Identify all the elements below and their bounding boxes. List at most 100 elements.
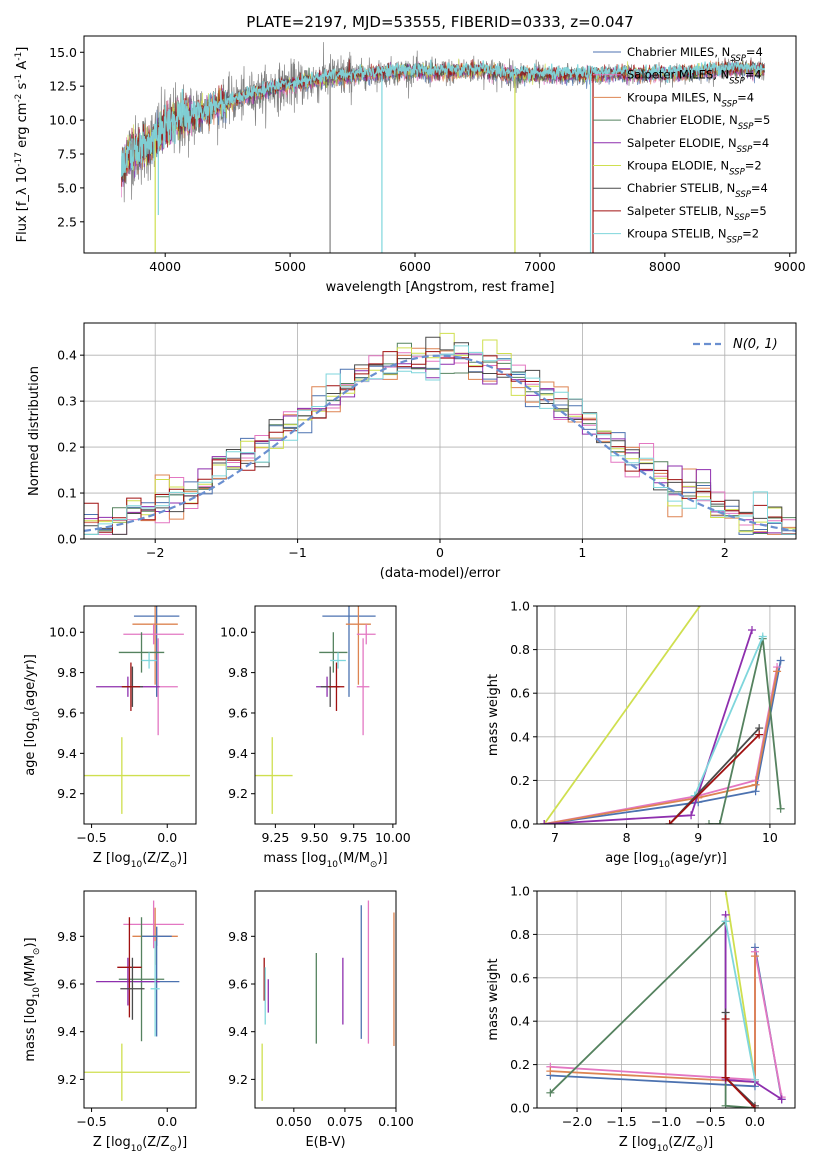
x-tick-label: 9.25 [261, 830, 289, 845]
y-tick-label: 10.0 [49, 625, 77, 640]
error-bars [261, 900, 395, 1101]
y-axis-label: mass weight [486, 674, 501, 756]
x-tick-label: 8000 [649, 259, 681, 274]
y-tick-label: 0.0 [510, 817, 530, 832]
x-tick-label: −0.5 [695, 1114, 725, 1129]
legend-entry: Chabrier STELIB, NSSP=4 [627, 181, 768, 200]
legend-entry: Kroupa STELIB, NSSP=2 [627, 227, 759, 246]
x-axis-label: (data-model)/error [380, 566, 501, 581]
plus-marker [721, 1015, 730, 1024]
weight-series [709, 637, 782, 824]
x-axis-label: mass [log10(M/M⊙)] [263, 851, 387, 870]
x-tick-label: 9 [694, 830, 702, 845]
mass-vs-extinction-panel: 0.050 0.075 0.100 9.2 9.4 9.6 9.8 E(B-V) [228, 890, 414, 1150]
x-axis-label: Z [log10(Z/Z⊙)] [93, 1135, 187, 1154]
x-tick-label: 0.0 [157, 1114, 177, 1129]
y-tick-label: 10.0 [220, 625, 248, 640]
y-tick-label: 2.5 [57, 214, 77, 229]
x-tick-label: 2 [721, 545, 729, 560]
model-spectrum [120, 59, 766, 177]
plus-marker [687, 811, 696, 820]
plus-marker [721, 1101, 730, 1108]
y-tick-label: 1.0 [510, 884, 530, 899]
axes-frame [83, 35, 797, 254]
histogram-steps [84, 332, 796, 535]
y-tick-label: 9.8 [228, 665, 248, 680]
error-bars [255, 606, 376, 814]
weight-series [544, 671, 778, 824]
legend-entry: N(0, 1) [733, 337, 778, 352]
y-tick-label: 9.4 [57, 746, 77, 761]
x-tick-label: 0.075 [327, 1114, 363, 1129]
y-tick-label: 9.4 [228, 1024, 248, 1039]
weight-series [724, 914, 783, 1101]
y-tick-label: 0.8 [510, 927, 530, 942]
legend-entry: Salpeter ELODIE, NSSP=4 [627, 136, 769, 155]
legend-entry: Chabrier ELODIE, NSSP=5 [627, 113, 770, 132]
y-tick-label: 15.0 [49, 45, 77, 60]
legend-entry: Salpeter STELIB, NSSP=5 [627, 204, 767, 223]
plus-marker [777, 1095, 786, 1104]
weight-vs-age-panel: 7 8 9 10 0.0 0.2 0.4 0.6 0.8 1.0 age [log10(age/yr… [486, 569, 796, 870]
x-tick-label: 9000 [774, 259, 806, 274]
x-axis-label: E(B-V) [305, 1135, 345, 1150]
y-axis-label: mass weight [486, 958, 501, 1040]
axes-frame [536, 605, 796, 825]
y-tick-label: 9.2 [228, 1072, 248, 1087]
plus-marker [750, 1104, 759, 1108]
y-tick-label: 0.1 [57, 486, 77, 501]
plus-marker [750, 1075, 759, 1084]
y-tick-label: 0.8 [510, 642, 530, 657]
x-tick-label: −1.5 [606, 1114, 636, 1129]
y-tick-label: 9.2 [228, 786, 248, 801]
x-tick-label: 0.0 [745, 1114, 765, 1129]
plus-marker [748, 625, 756, 634]
y-tick-label: 0.4 [510, 1014, 530, 1029]
y-tick-label: 9.8 [57, 929, 77, 944]
x-tick-label: 7 [551, 830, 559, 845]
error-bars [84, 900, 190, 1101]
y-tick-label: 0.0 [57, 532, 77, 547]
y-tick-label: 10.0 [49, 113, 77, 128]
y-tick-label: 9.8 [228, 929, 248, 944]
y-axis-label: mass [log10(M/M⊙)] [23, 937, 42, 1061]
y-tick-label: 9.4 [228, 746, 248, 761]
y-tick-label: 0.6 [510, 970, 530, 985]
y-tick-label: 9.6 [228, 705, 248, 720]
x-tick-label: −2.0 [562, 1114, 592, 1129]
y-tick-label: 0.4 [57, 348, 77, 363]
weight-series [724, 921, 756, 1080]
plus-marker [705, 820, 713, 824]
plus-marker [776, 656, 785, 665]
x-tick-label: 7000 [524, 259, 556, 274]
y-tick-label: 0.2 [57, 440, 77, 455]
x-tick-label: −0.5 [76, 1114, 106, 1129]
y-tick-label: 12.5 [49, 79, 77, 94]
weight-series [724, 891, 756, 1080]
spectrum-panel: 4000 5000 6000 7000 8000 9000 2.5 5.0 7.5 10.0 12.… [14, 13, 806, 295]
x-axis-label: wavelength [Angstrom, rest frame] [326, 280, 555, 295]
x-tick-label: 10 [762, 830, 778, 845]
x-axis-label: Z [log10(Z/Z⊙)] [93, 851, 187, 870]
weight-series [724, 1019, 756, 1108]
mass-vs-metallicity-panel: −0.5 0.0 9.2 9.4 9.6 9.8 Z [log10(Z/Z⊙)] mass [… [23, 890, 197, 1154]
y-tick-label: 0.2 [510, 1057, 530, 1072]
x-tick-label: 9.75 [340, 830, 368, 845]
legend-entry: Salpeter MILES, NSSP=4 [627, 68, 762, 87]
plus-marker [750, 952, 759, 961]
plus-marker [715, 820, 724, 824]
plus-marker [665, 820, 674, 824]
plus-marker [719, 569, 727, 577]
x-tick-label: 0.050 [276, 1114, 312, 1129]
x-tick-label: 9.50 [301, 830, 329, 845]
weight-series [693, 636, 764, 797]
age-vs-metallicity-panel: −0.5 0.0 9.2 9.4 9.6 9.8 10.0 Z [log10(Z/Z⊙)] ag… [23, 605, 197, 870]
x-tick-label: 0.0 [157, 830, 177, 845]
y-tick-label: 0.0 [510, 1101, 530, 1116]
x-tick-label: 0.100 [378, 1114, 414, 1129]
x-tick-label: 6000 [399, 259, 431, 274]
legend-entry: Kroupa MILES, NSSP=4 [627, 90, 754, 109]
spectrum-lines [120, 42, 766, 253]
y-tick-label: 9.6 [228, 977, 248, 992]
